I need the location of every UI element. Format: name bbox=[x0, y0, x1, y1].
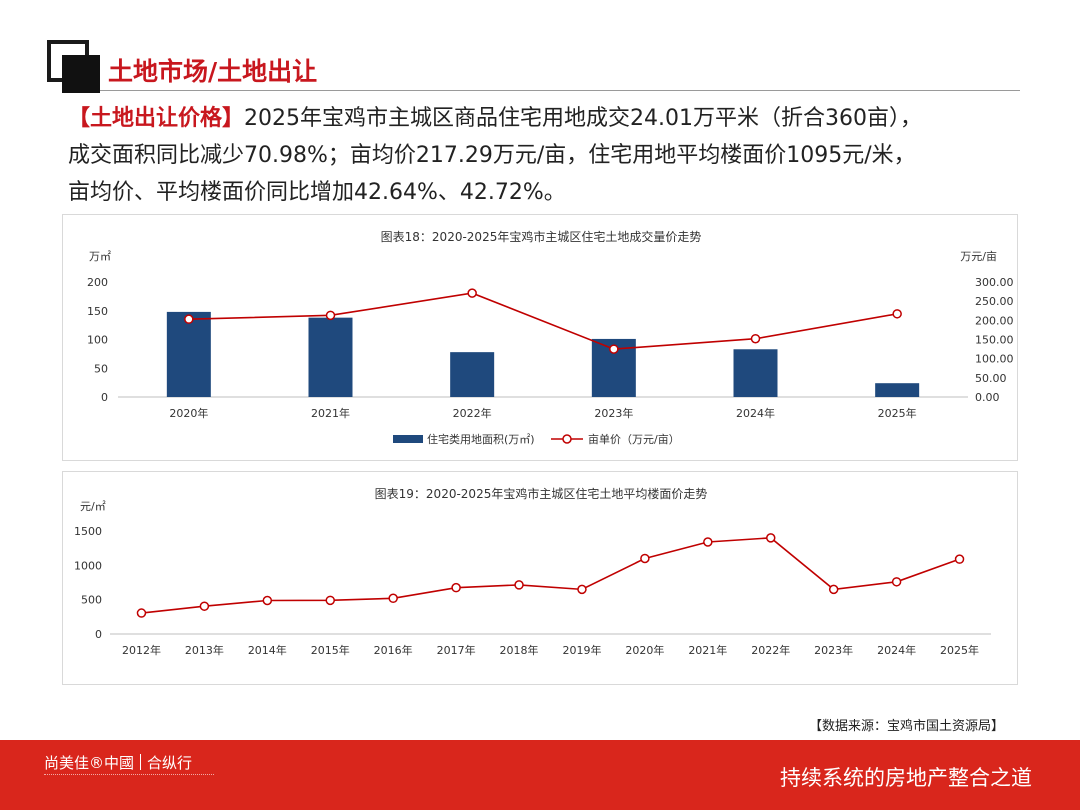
chart-18-price-point bbox=[467, 288, 477, 298]
header-rule bbox=[100, 90, 1020, 91]
footer-logo-left: 尚美佳®中國 bbox=[44, 754, 135, 772]
chart-19-x-tick: 2025年 bbox=[940, 643, 979, 657]
intro-text: 【土地出让价格】2025年宝鸡市主城区商品住宅用地成交24.01万平米（折合36… bbox=[68, 100, 1028, 211]
chart-18-title: 图表18：2020-2025年宝鸡市主城区住宅土地成交量价走势 bbox=[381, 229, 702, 244]
chart-18-x-tick: 2022年 bbox=[453, 406, 492, 420]
footer-logo: 尚美佳®中國 合纵行 bbox=[44, 752, 192, 773]
chart-18-left-tick: 0 bbox=[101, 391, 108, 404]
chart-18-price-point bbox=[325, 310, 336, 321]
chart-19-x-tick: 2018年 bbox=[500, 643, 539, 657]
chart-19-x-tick: 2024年 bbox=[877, 643, 916, 657]
chart-19-price-point bbox=[514, 580, 524, 590]
chart-19-price-point bbox=[954, 554, 965, 564]
chart-18-right-tick: 300.00 bbox=[975, 276, 1014, 289]
chart-18-price-line bbox=[188, 292, 898, 350]
chart-18-x-tick: 2020年 bbox=[169, 406, 208, 420]
chart-18-left-tick: 200 bbox=[87, 276, 108, 289]
chart-19-x-tick: 2014年 bbox=[248, 643, 287, 657]
chart-19-title: 图表19：2020-2025年宝鸡市主城区住宅土地平均楼面价走势 bbox=[375, 486, 708, 501]
intro-label: 【土地出让价格】 bbox=[68, 106, 245, 131]
chart-18-bar bbox=[875, 383, 920, 397]
chart-18-left-tick: 50 bbox=[94, 362, 108, 375]
chart-18-right-tick: 150.00 bbox=[975, 334, 1014, 347]
chart-19-x-tick: 2015年 bbox=[311, 643, 350, 657]
chart-18-bar bbox=[733, 349, 778, 397]
data-source: 【数据来源：宝鸡市国土资源局】 bbox=[808, 719, 1004, 734]
chart-19-price-point bbox=[325, 595, 335, 606]
intro-line-2: 成交面积同比减少70.98%；亩均价217.29万元/亩，住宅用地平均楼面价10… bbox=[68, 143, 916, 168]
chart-19-price-point bbox=[828, 584, 839, 595]
footer-logo-underline bbox=[44, 774, 214, 778]
chart-19-x-tick: 2021年 bbox=[688, 643, 727, 657]
chart-19-x-tick: 2020年 bbox=[625, 643, 664, 657]
chart-19-price-point bbox=[199, 601, 210, 611]
intro-line-1: 2025年宝鸡市主城区商品住宅用地成交24.01万平米（折合360亩）， bbox=[244, 106, 922, 131]
chart-18-left-unit: 万㎡ bbox=[89, 250, 111, 263]
chart-19-price-point bbox=[451, 582, 461, 593]
chart-19-x-tick: 2019年 bbox=[562, 643, 601, 657]
chart-18-price-point bbox=[609, 344, 619, 354]
chart-18-left-tick: 100 bbox=[87, 334, 108, 347]
chart-19-price-point bbox=[262, 595, 273, 606]
chart-18-right-unit: 万元/亩 bbox=[960, 249, 997, 263]
chart-19-x-tick: 2017年 bbox=[437, 643, 476, 657]
chart-18-bar bbox=[166, 311, 211, 397]
chart-18-legend-bar-swatch bbox=[393, 435, 423, 443]
chart-18-x-tick: 2024年 bbox=[736, 406, 775, 420]
chart-18-right-tick: 250.00 bbox=[975, 295, 1014, 308]
chart-18-price-point bbox=[750, 333, 761, 344]
chart-19-panel: 图表19：2020-2025年宝鸡市主城区住宅土地平均楼面价走势元/㎡ 1500 1… bbox=[62, 471, 1018, 685]
chart-19-x-tick: 2022年 bbox=[751, 643, 790, 657]
footer-slogan: 持续系统的房地产整合之道 bbox=[780, 766, 1032, 790]
header-deco-inner bbox=[62, 55, 100, 93]
chart-18-right-tick: 50.00 bbox=[975, 372, 1007, 385]
chart-19-y-unit: 元/㎡ bbox=[80, 500, 106, 513]
footer-logo-divider bbox=[140, 754, 142, 770]
chart-19-y-tick: 1000 bbox=[74, 559, 102, 572]
chart-18-left-tick: 150 bbox=[87, 305, 108, 318]
chart-19-price-point bbox=[136, 608, 147, 618]
chart-18-legend-bar-label: 住宅类用地面积(万㎡) bbox=[427, 432, 535, 446]
chart-19-price-point bbox=[640, 553, 650, 564]
chart-19-x-tick: 2012年 bbox=[122, 643, 161, 657]
chart-18-x-tick: 2023年 bbox=[594, 406, 633, 420]
chart-19-y-tick: 500 bbox=[81, 594, 102, 607]
page-title: 土地市场/土地出让 bbox=[108, 57, 318, 86]
chart-18-price-point bbox=[892, 309, 902, 319]
chart-19-price-point bbox=[891, 577, 902, 587]
intro-line-3: 亩均价、平均楼面价同比增加42.64%、42.72%。 bbox=[68, 180, 566, 205]
chart-19-x-tick: 2013年 bbox=[185, 643, 224, 657]
footer-bar: 尚美佳®中國 合纵行 持续系统的房地产整合之道 bbox=[0, 740, 1080, 810]
chart-18-right-tick: 200.00 bbox=[975, 314, 1014, 327]
chart-18-panel: 图表18：2020-2025年宝鸡市主城区住宅土地成交量价走势万㎡ 万元/亩 200… bbox=[62, 214, 1018, 461]
chart-18-bar bbox=[450, 352, 495, 397]
chart-18-bar bbox=[308, 317, 353, 397]
chart-19-price-point bbox=[703, 537, 713, 547]
chart-18-x-tick: 2025年 bbox=[878, 406, 917, 420]
chart-19-price-point bbox=[388, 593, 398, 604]
chart-18-legend-line-marker bbox=[562, 434, 572, 444]
chart-19-price-point bbox=[766, 533, 776, 543]
footer-logo-right: 合纵行 bbox=[147, 754, 193, 772]
chart-18-x-tick: 2021年 bbox=[311, 406, 350, 420]
chart-18-right-tick: 0.00 bbox=[975, 391, 1000, 404]
chart-19-x-tick: 2023年 bbox=[814, 643, 853, 657]
chart-19-y-tick: 1500 bbox=[74, 525, 102, 538]
chart-19-price-point bbox=[577, 584, 587, 595]
chart-18-right-tick: 100.00 bbox=[975, 353, 1014, 366]
chart-19-x-tick: 2016年 bbox=[374, 643, 413, 657]
chart-19-price-line bbox=[141, 537, 960, 614]
chart-19-y-tick: 0 bbox=[95, 628, 102, 641]
chart-18-price-point bbox=[184, 314, 194, 324]
chart-18-legend-line-label: 亩单价（万元/亩） bbox=[588, 432, 680, 446]
